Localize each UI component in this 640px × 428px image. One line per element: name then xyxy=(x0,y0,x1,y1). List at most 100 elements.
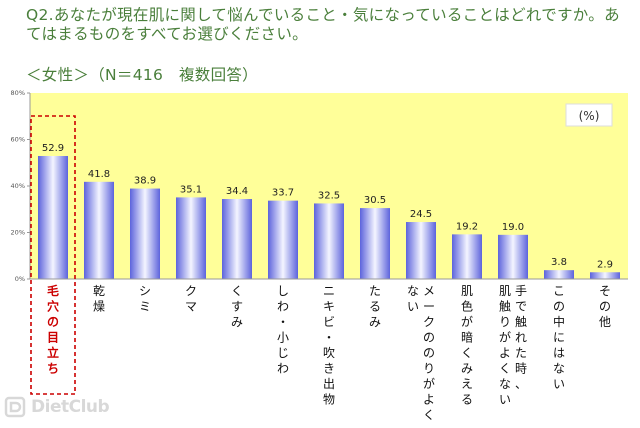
category-label-char: た xyxy=(369,284,381,298)
category-label-char: く xyxy=(461,346,473,360)
category-label-char: る xyxy=(461,393,473,407)
category-label-char: の xyxy=(423,346,435,360)
category-label-char: 穴 xyxy=(47,299,59,314)
category-label-char: 触 xyxy=(515,315,527,329)
category-label-char: み xyxy=(231,315,243,329)
category-label-char: こ xyxy=(553,284,565,298)
category-label-char: ・ xyxy=(323,331,335,345)
category-label-char: 物 xyxy=(323,393,335,407)
category-label-char: ニ xyxy=(323,284,335,298)
category-label-char: 小 xyxy=(277,331,289,345)
category-label-char: く xyxy=(499,362,511,376)
highlight-box xyxy=(30,115,76,395)
value-labels: 52.9 41.8 38.9 35.1 34.4 33.7 32.5 30.5 24.5 19.2… xyxy=(42,143,613,270)
bars xyxy=(30,156,628,280)
category-label-char: な xyxy=(407,284,419,298)
y-axis: 0% 20% 40% 60% 80% xyxy=(11,89,31,283)
category-label-char: メ xyxy=(423,284,435,298)
category-label-char: い xyxy=(499,393,511,407)
category-label-char: 中 xyxy=(553,314,565,329)
category-label-char: な xyxy=(553,362,565,376)
category-label-char: の xyxy=(599,300,611,314)
category-label-char: 立 xyxy=(47,345,59,360)
category-label-char: り xyxy=(423,362,435,376)
bar xyxy=(38,156,68,279)
chart-subtitle: ＜女性＞（N＝416 複数回答） xyxy=(26,66,258,84)
category-label-char: く xyxy=(423,408,435,422)
bar-value-label: 33.7 xyxy=(272,188,294,199)
category-label-char: ・ xyxy=(277,315,289,329)
category-label-char: み xyxy=(461,362,473,376)
bar xyxy=(544,270,574,279)
category-label-char: に xyxy=(553,331,565,345)
bar-value-label: 24.5 xyxy=(410,209,432,220)
category-label-char: 目 xyxy=(47,331,59,345)
bar-value-label: 2.9 xyxy=(597,259,613,270)
category-label-char: 肌 xyxy=(461,284,473,298)
category-label-char: 手 xyxy=(515,284,527,298)
y-tick-label: 40% xyxy=(11,182,25,190)
category-label-char: じ xyxy=(277,346,289,360)
category-label-char: よ xyxy=(499,346,511,360)
watermark-text: DietClub xyxy=(31,397,110,417)
bar xyxy=(590,272,620,279)
category-label-char: が xyxy=(499,330,511,345)
bar xyxy=(222,199,252,279)
category-label-char: 燥 xyxy=(93,300,105,314)
bar xyxy=(360,208,390,279)
y-tick-label: 60% xyxy=(11,136,25,144)
category-label-char: の xyxy=(553,300,565,314)
category-label-char: す xyxy=(231,300,243,314)
bar xyxy=(130,188,160,279)
category-label-char: シ xyxy=(139,284,151,298)
bar xyxy=(314,203,344,279)
category-label-char: り xyxy=(499,315,511,329)
category-label-char: ビ xyxy=(323,315,335,329)
bar-value-label: 34.4 xyxy=(226,186,248,197)
category-label-char: わ xyxy=(277,362,289,376)
category-label-char: れ xyxy=(515,331,527,345)
bar-value-label: 52.9 xyxy=(42,143,64,154)
bar xyxy=(406,222,436,279)
category-label-char: は xyxy=(553,346,565,360)
category-label-char: 、 xyxy=(515,377,527,391)
category-label-char: そ xyxy=(599,284,611,298)
category-label-char: で xyxy=(515,300,527,314)
bar xyxy=(176,197,206,279)
category-label-char: が xyxy=(461,314,473,329)
category-label-char: く xyxy=(231,284,243,298)
category-label-char: 吹 xyxy=(323,346,335,360)
category-label-char: 肌 xyxy=(499,284,511,298)
bar-value-label: 3.8 xyxy=(551,257,567,268)
category-label-char: 色 xyxy=(461,300,473,314)
unit-label: (%) xyxy=(579,109,600,123)
category-label-char: ク xyxy=(185,284,197,298)
category-label-char: 出 xyxy=(323,377,335,391)
bar xyxy=(498,234,528,279)
bar-value-label: 32.5 xyxy=(318,190,340,201)
category-label-char: い xyxy=(553,377,565,391)
category-label-char: よ xyxy=(423,393,435,407)
unit-box xyxy=(565,103,613,127)
bar xyxy=(452,234,482,279)
y-tick-label: 0% xyxy=(15,275,25,283)
category-label-char: わ xyxy=(277,300,289,314)
bar-value-label: 41.8 xyxy=(88,169,110,180)
y-tick-label: 80% xyxy=(11,89,25,97)
category-label-char: マ xyxy=(185,300,197,314)
bar xyxy=(268,200,298,279)
bar-value-label: 30.5 xyxy=(364,195,386,206)
category-label-char: た xyxy=(515,346,527,360)
category-label-char: み xyxy=(369,315,381,329)
category-label-char: ー xyxy=(423,300,435,314)
y-tick-label: 20% xyxy=(11,229,25,237)
category-label-char: え xyxy=(461,377,473,391)
category-label-char: ち xyxy=(47,362,59,376)
category-label-char: 暗 xyxy=(461,330,473,345)
category-label-char: き xyxy=(323,362,335,376)
category-labels: 毛穴の目立ち乾燥シミクマくすみしわ・小じわニキビ・吹き出物たるみないメークののり… xyxy=(47,283,611,422)
category-label-char: 時 xyxy=(515,362,527,376)
category-label-char: の xyxy=(423,331,435,345)
category-label-char: 乾 xyxy=(93,284,105,298)
